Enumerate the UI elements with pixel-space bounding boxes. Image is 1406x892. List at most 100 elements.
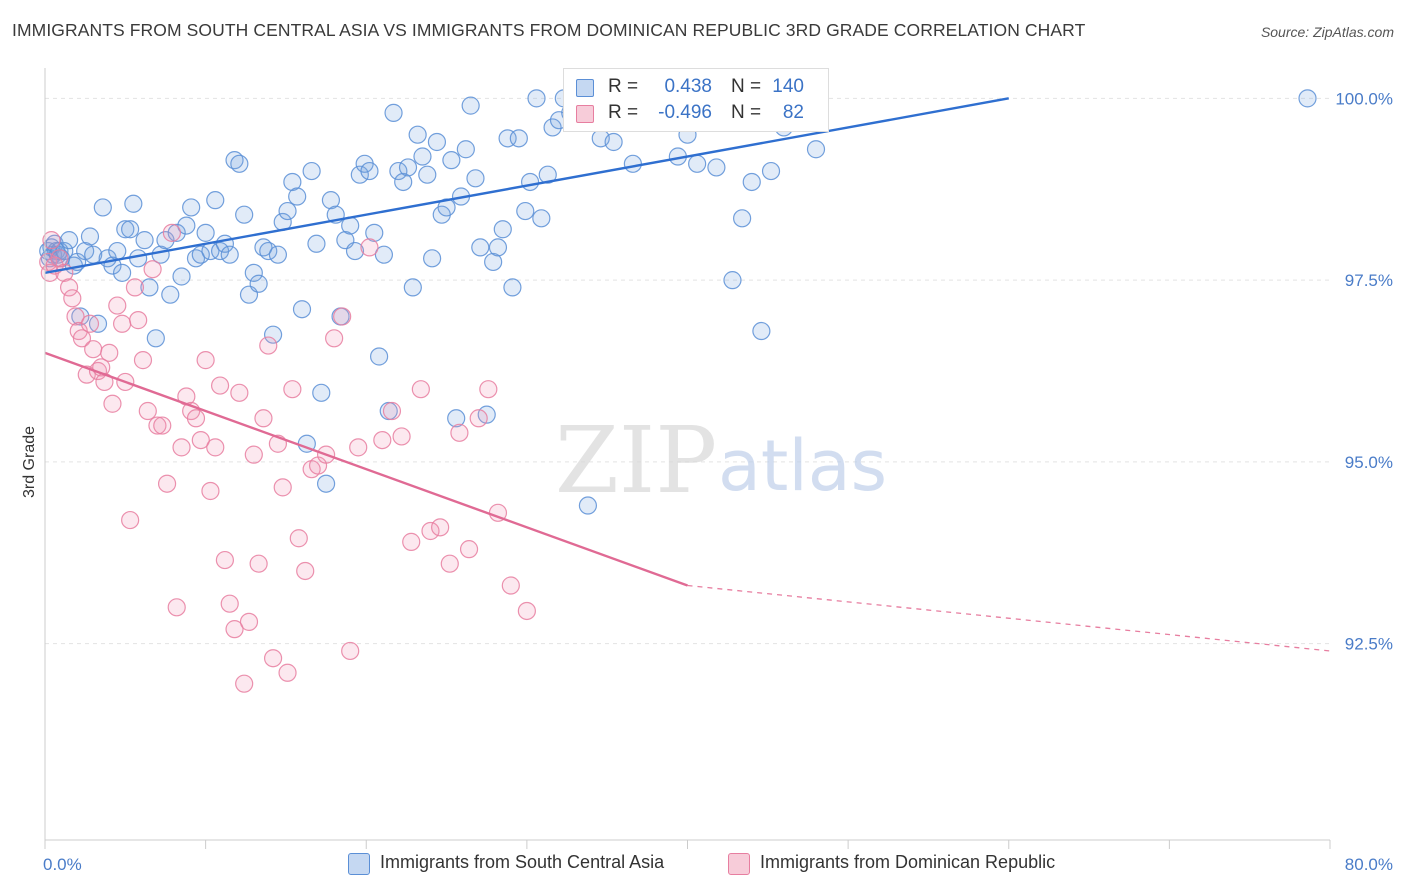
point-south-central-asia [374,245,394,264]
point-south-central-asia [230,154,249,173]
point-dominican-republic [220,594,239,613]
point-south-central-asia [278,201,297,221]
point-south-central-asia [403,278,422,297]
point-south-central-asia [316,474,336,493]
point-dominican-republic [100,343,119,362]
point-south-central-asia [527,89,546,108]
point-south-central-asia [543,118,562,137]
point-dominican-republic [66,307,85,326]
point-south-central-asia [398,158,418,177]
point-dominican-republic [254,409,273,428]
y-axis-label: 3rd Grade [21,426,38,498]
point-south-central-asia [538,165,557,184]
point-south-central-asia [520,172,540,192]
point-dominican-republic [108,296,127,315]
point-dominican-republic [373,430,392,450]
point-dominican-republic [517,601,536,621]
y-tick-label: 95.0% [1345,453,1393,472]
legend-n-value: 140 [772,76,804,97]
point-south-central-asia [112,263,132,282]
legend-r-label: R = [608,76,639,97]
point-south-central-asia [456,140,475,159]
point-south-central-asia [307,234,326,253]
point-south-central-asia [161,285,180,304]
point-dominican-republic [225,620,244,639]
point-south-central-asia [182,198,201,217]
point-south-central-asia [220,245,239,264]
point-south-central-asia [156,231,175,250]
grid-layer [45,97,1330,645]
point-south-central-asia [288,187,307,206]
trendline-extension-dominican-republic [687,584,1331,652]
point-dominican-republic [80,314,100,333]
point-dominican-republic [349,438,368,457]
legend-swatch-blue [576,79,594,97]
series-legend-label: Immigrants from South Central Asia [380,852,665,872]
point-dominican-republic [138,401,157,421]
point-south-central-asia [177,216,196,235]
point-south-central-asia [752,321,771,341]
point-dominican-republic [63,289,82,308]
point-dominican-republic [42,231,61,250]
point-dominican-republic [431,518,450,537]
trendline-dominican-republic [44,351,688,587]
point-dominican-republic [239,612,259,631]
point-south-central-asia [129,249,148,268]
point-dominican-republic [210,376,230,395]
point-dominican-republic [133,351,153,370]
point-dominican-republic [296,561,315,581]
point-dominican-republic [402,532,421,551]
point-dominican-republic [129,311,148,330]
point-dominican-republic [143,260,162,279]
point-south-central-asia [263,325,283,344]
legend-row-south-central-asia: R = 0.438 N = 140 [564,75,828,101]
legend-n-value: 82 [782,102,804,123]
point-dominican-republic [450,423,469,442]
point-south-central-asia [503,278,522,297]
point-south-central-asia [268,245,288,264]
y-tick-label: 100.0% [1335,89,1393,108]
point-south-central-asia [461,96,480,115]
series-legend-swatch-blue [348,853,370,875]
series-legend: Immigrants from South Central Asia Immig… [0,852,1406,878]
legend-r-value: 0.438 [664,76,712,97]
point-south-central-asia [733,209,752,228]
point-dominican-republic [278,663,297,682]
point-south-central-asia [350,165,369,184]
point-dominican-republic [103,394,122,413]
point-dominican-republic [259,336,278,355]
point-dominican-republic [206,438,225,457]
point-dominican-republic [50,249,69,268]
point-south-central-asia [312,383,331,402]
point-south-central-asia [116,220,135,239]
point-south-central-asia [488,238,508,257]
legend-row-dominican-republic: R = -0.496 N = 82 [564,101,828,127]
point-south-central-asia [761,161,781,181]
point-dominican-republic [341,641,360,661]
point-dominican-republic [392,427,411,446]
point-south-central-asia [93,198,112,217]
point-dominican-republic [172,438,191,457]
point-south-central-asia [292,300,312,319]
trendline-south-central-asia [44,97,1009,275]
point-dominican-republic [249,554,268,573]
point-dominican-republic [273,478,292,497]
watermark-zip: ZIP [555,407,717,514]
point-south-central-asia [167,223,186,242]
point-dominican-republic [167,598,186,617]
point-south-central-asia [471,238,490,257]
point-dominican-republic [196,351,215,370]
y-tick-label: 92.5% [1345,635,1393,654]
point-dominican-republic [421,521,440,541]
point-south-central-asia [259,241,278,261]
point-south-central-asia [1298,89,1317,108]
point-dominican-republic [382,401,402,421]
point-dominican-republic [440,554,459,573]
point-south-central-asia [360,161,379,181]
point-south-central-asia [191,245,210,264]
point-dominican-republic [230,383,249,402]
trend-layer [44,97,1331,652]
point-south-central-asia [604,132,623,152]
point-south-central-asia [688,154,707,173]
point-dominican-republic [263,649,283,668]
